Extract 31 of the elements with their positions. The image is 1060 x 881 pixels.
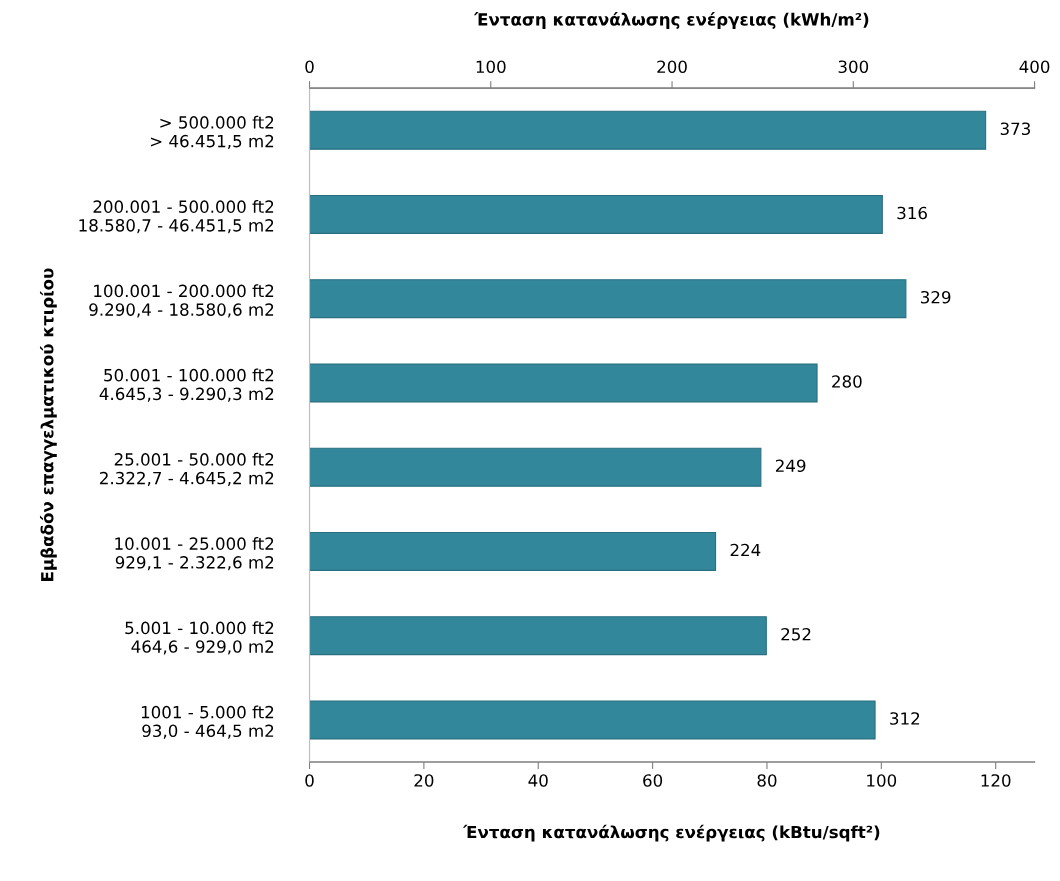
data-label: 249 (775, 459, 806, 473)
x2-tick-label: 400 (1019, 60, 1050, 74)
x-tick-label: 100 (867, 774, 897, 787)
x-tick-label: 40 (528, 774, 548, 787)
y-axis-title: Εμβαδόν επαγγελματικού κτιρίου (39, 268, 57, 581)
data-label: 373 (1000, 122, 1030, 136)
x-axis-title: Ένταση κατανάλωσης ενέργειας (kBtu/sqft²) (462, 824, 880, 842)
data-label: 280 (832, 375, 862, 388)
y-tick-label: 200.001 - 500.000 ft2 18.580,7 - 46.451,5 m2 (79, 200, 274, 234)
x-tick-label: 20 (414, 774, 434, 787)
data-label: 312 (890, 712, 920, 725)
y-tick-label: 10.001 - 25.000 ft2 929,1 - 2.322,6 m2 (115, 537, 274, 571)
y-tick-label: > 500.000 ft2 > 46.451,5 m2 (150, 115, 274, 150)
x2-tick-label: 300 (838, 60, 869, 74)
data-label: 252 (781, 627, 811, 641)
y-tick-label: 25.001 - 50.000 ft2 2.322,7 - 4.645,2 m2 (100, 452, 274, 487)
data-label: 224 (730, 543, 761, 557)
x2-tick-label: 0 (305, 60, 314, 74)
x-tick-label: 120 (981, 774, 1011, 787)
y-tick-label: 5.001 - 10.000 ft2 464,6 - 929,0 m2 (125, 621, 274, 655)
y-tick-label: 100.001 - 200.000 ft2 9.290,4 - 18.580,6 m2 (89, 284, 274, 318)
x-tick-label: 0 (305, 774, 314, 787)
data-label: 316 (897, 206, 927, 220)
y-tick-label: 50.001 - 100.000 ft2 4.645,3 - 9.290,3 m2 (99, 368, 274, 402)
y-tick-label: 1001 - 5.000 ft2 93,0 - 464,5 m2 (141, 705, 274, 739)
x2-axis-title: Ένταση κατανάλωσης ενέργειας (kWh/m²) (473, 12, 869, 29)
data-label: 329 (921, 290, 951, 304)
x2-tick-label: 100 (476, 60, 506, 74)
x2-tick-label: 200 (657, 60, 687, 74)
x-tick-label: 80 (757, 774, 777, 787)
x-tick-label: 60 (643, 774, 663, 787)
